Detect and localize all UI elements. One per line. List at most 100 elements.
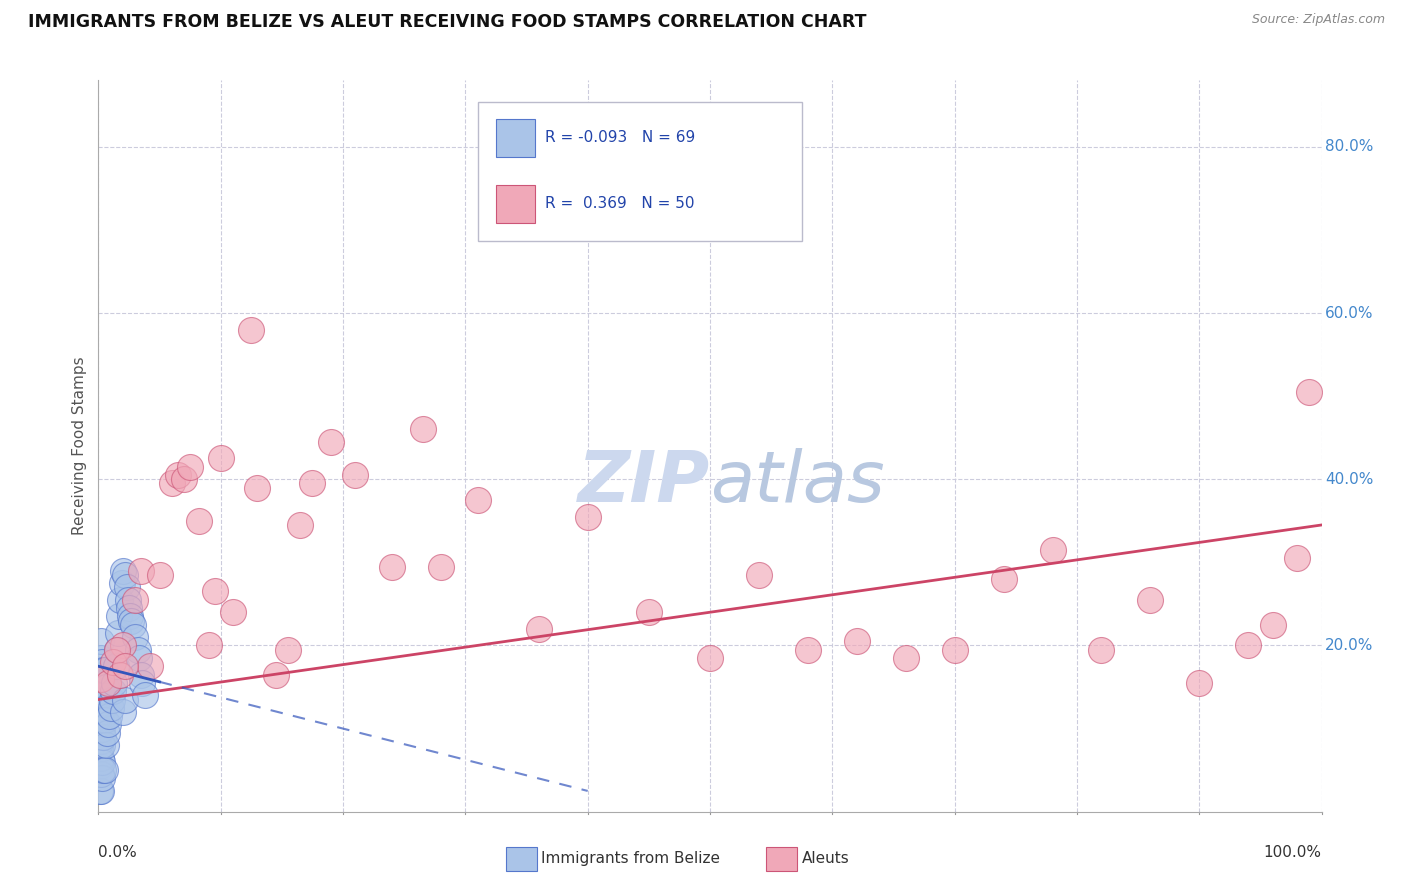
Point (90, 697, 112, 711)
Point (1261, 617, 1284, 632)
Point (89, 725, 111, 739)
Point (246, 481, 269, 495)
Point (98, 709, 121, 723)
Point (90, 676, 112, 690)
Point (197, 639, 219, 653)
Point (127, 642, 149, 657)
Point (108, 609, 131, 624)
Point (91, 722, 114, 736)
Point (120, 614, 142, 628)
Point (91, 672, 114, 686)
Point (89, 667, 111, 681)
Point (797, 642, 820, 657)
Point (90, 651, 112, 665)
Point (91, 705, 114, 719)
Point (89, 784, 111, 798)
Point (105, 642, 128, 657)
Point (430, 559, 453, 574)
Point (381, 559, 404, 574)
Text: 100.0%: 100.0% (1264, 845, 1322, 860)
Point (187, 514, 209, 528)
Point (412, 422, 434, 436)
Point (111, 576, 134, 591)
Point (107, 626, 129, 640)
Point (894, 651, 917, 665)
Text: 60.0%: 60.0% (1326, 306, 1374, 320)
Point (277, 642, 299, 657)
Point (90, 667, 112, 681)
Point (90, 684, 112, 698)
Point (90, 767, 112, 781)
Point (90, 672, 112, 686)
Point (89, 676, 111, 690)
Point (748, 567, 770, 582)
Point (264, 667, 287, 681)
Point (101, 692, 124, 706)
Point (1090, 642, 1112, 657)
Point (467, 493, 489, 508)
Text: Aleuts: Aleuts (801, 851, 849, 865)
Point (240, 323, 263, 337)
Point (124, 630, 146, 644)
Text: Immigrants from Belize: Immigrants from Belize (541, 851, 720, 865)
Point (160, 476, 183, 491)
Point (637, 605, 661, 619)
Point (121, 617, 143, 632)
Text: atlas: atlas (710, 448, 884, 517)
Point (93, 714, 115, 728)
Point (89, 759, 111, 773)
Point (90, 634, 112, 648)
Point (943, 642, 966, 657)
Point (1298, 384, 1320, 399)
Point (89, 697, 111, 711)
Point (222, 605, 245, 619)
Text: 20.0%: 20.0% (1326, 638, 1374, 653)
Point (105, 642, 128, 657)
Point (90, 784, 112, 798)
Point (301, 476, 323, 491)
Point (1286, 551, 1309, 566)
Point (110, 667, 132, 681)
Point (129, 564, 152, 578)
Point (120, 609, 142, 624)
Point (96, 725, 118, 739)
Point (100, 701, 122, 715)
Point (131, 676, 153, 690)
Point (319, 434, 342, 449)
Text: 80.0%: 80.0% (1326, 139, 1374, 154)
Point (91, 655, 114, 669)
Point (91, 697, 114, 711)
Bar (496, 185, 536, 223)
Point (104, 659, 127, 673)
Point (149, 567, 172, 582)
Point (118, 601, 141, 615)
Point (103, 676, 125, 690)
Point (101, 684, 124, 698)
Text: R =  0.369   N = 50: R = 0.369 N = 50 (546, 195, 695, 211)
Point (1139, 592, 1161, 607)
Point (114, 659, 136, 673)
Point (89, 742, 111, 756)
Point (90, 709, 112, 723)
Point (845, 634, 868, 648)
Text: ZIP: ZIP (578, 448, 710, 517)
Point (993, 572, 1015, 586)
Point (1188, 676, 1211, 690)
Point (90, 722, 112, 736)
Point (129, 667, 152, 681)
Point (204, 584, 226, 599)
Point (344, 468, 367, 483)
Point (114, 567, 136, 582)
Point (91, 689, 114, 703)
Point (111, 639, 134, 653)
Point (179, 459, 201, 474)
Point (167, 468, 190, 483)
Point (97, 717, 120, 731)
Point (209, 451, 232, 466)
Point (91, 664, 114, 678)
Point (90, 750, 112, 764)
Y-axis label: Receiving Food Stamps: Receiving Food Stamps (72, 357, 87, 535)
Point (89, 709, 111, 723)
Text: IMMIGRANTS FROM BELIZE VS ALEUT RECEIVING FOOD STAMPS CORRELATION CHART: IMMIGRANTS FROM BELIZE VS ALEUT RECEIVIN… (28, 13, 866, 31)
Point (94, 680, 117, 694)
